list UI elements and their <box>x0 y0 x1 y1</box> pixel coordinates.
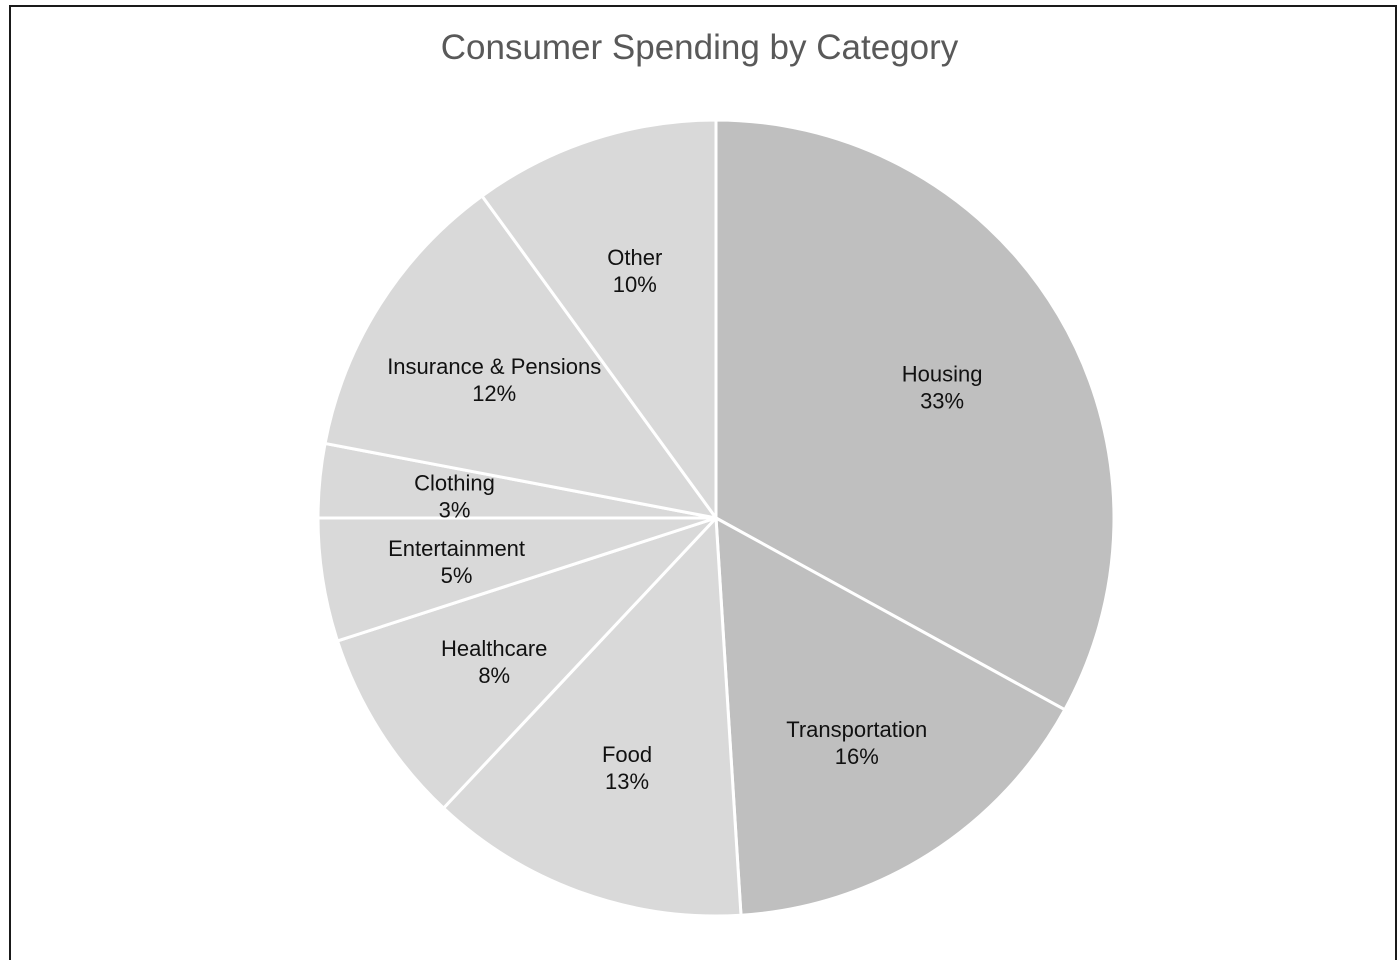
pie-slice <box>714 118 1116 712</box>
pie-slice <box>323 194 718 520</box>
slice-percent-label: 8% <box>478 663 510 688</box>
slice-data-label: Clothing 3% <box>414 470 495 522</box>
slice-category-label: Transportation <box>786 717 927 742</box>
slice-category-label: Clothing <box>414 470 495 495</box>
slice-category-label: Food <box>602 742 652 767</box>
pie-slice <box>442 516 743 918</box>
slice-data-label: Housing 33% <box>902 361 983 413</box>
slice-category-label: Housing <box>902 361 983 386</box>
slice-category-label: Healthcare <box>441 636 547 661</box>
slice-percent-label: 3% <box>439 497 471 522</box>
slice-percent-label: 13% <box>605 769 649 794</box>
slice-category-label: Insurance & Pensions <box>387 354 601 379</box>
slice-percent-label: 33% <box>920 388 964 413</box>
pie-slice <box>714 516 1067 917</box>
pie-slices <box>316 118 1116 918</box>
slice-data-label: Other 10% <box>607 245 662 297</box>
slice-percent-label: 12% <box>472 381 516 406</box>
chart-title: Consumer Spending by Category <box>440 28 959 67</box>
slice-data-label: Entertainment 5% <box>388 536 525 588</box>
slice-percent-label: 16% <box>835 744 879 769</box>
slice-category-label: Entertainment <box>388 536 525 561</box>
slice-category-label: Other <box>607 245 662 270</box>
slice-data-label: Transportation 16% <box>786 717 927 769</box>
slice-data-label: Healthcare 8% <box>441 636 547 688</box>
slice-percent-label: 5% <box>441 563 473 588</box>
slice-data-label: Food 13% <box>602 742 652 794</box>
pie-slice <box>335 516 718 810</box>
slice-percent-label: 10% <box>613 272 657 297</box>
pie-slice <box>480 118 718 520</box>
slice-labels: Housing 33% Transportation 16% Food 13% Health… <box>387 245 982 794</box>
slice-data-label: Insurance & Pensions 12% <box>387 354 601 406</box>
